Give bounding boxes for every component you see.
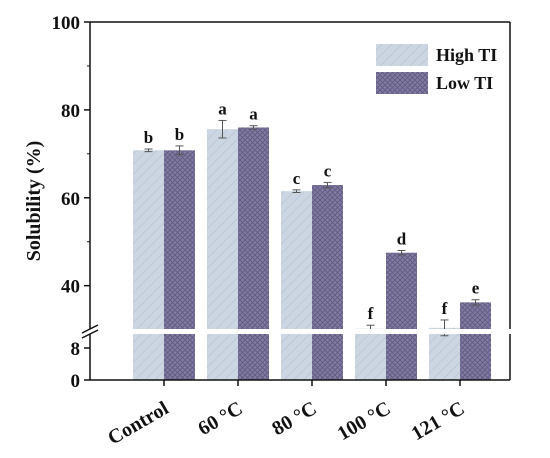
significance-letter: b <box>175 125 184 144</box>
bar-high-ti-0 <box>133 150 164 380</box>
significance-letter: f <box>368 304 374 323</box>
significance-letter: c <box>293 169 301 188</box>
y-tick-label: 0 <box>71 371 81 392</box>
axis-break-mark-bottom <box>81 329 99 339</box>
y-tick-label: 60 <box>61 189 80 210</box>
bar-low-ti-0 <box>164 150 195 380</box>
x-category-label: 121 °C <box>408 397 469 445</box>
y-tick-label: 100 <box>52 13 81 34</box>
bar-high-ti-4 <box>429 327 460 380</box>
significance-letter: e <box>472 279 480 298</box>
bar-low-ti-1 <box>238 127 269 381</box>
significance-letter: c <box>324 161 332 180</box>
legend: High TI Low TI <box>376 44 497 94</box>
axis-break-mark-top <box>81 324 99 334</box>
significance-letter: b <box>144 128 153 147</box>
y-tick-label: 40 <box>61 277 80 298</box>
legend-swatch-low-ti <box>376 72 428 94</box>
x-category-label: 100 °C <box>334 397 395 445</box>
x-category-label: 60 °C <box>194 397 246 440</box>
legend-swatch-high-ti <box>376 44 428 66</box>
bar-high-ti-2 <box>281 191 312 380</box>
legend-label: Low TI <box>436 73 493 93</box>
x-category-label: 80 °C <box>268 397 320 440</box>
significance-letter: f <box>442 299 448 318</box>
significance-letter: a <box>218 99 227 118</box>
bar-high-ti-1 <box>207 129 238 380</box>
axis-break-band <box>91 329 509 334</box>
significance-letter: a <box>249 105 258 124</box>
y-tick-label: 8 <box>71 339 81 360</box>
bar-low-ti-3 <box>386 252 417 380</box>
bar-high-ti-3 <box>355 328 386 380</box>
y-axis-title: Solubility (%) <box>23 141 45 262</box>
y-tick-label: 80 <box>61 101 80 122</box>
legend-label: High TI <box>436 45 497 65</box>
bar-low-ti-2 <box>312 185 343 380</box>
significance-letter: d <box>397 230 407 249</box>
x-category-label: Control <box>104 397 173 449</box>
bar-low-ti-4 <box>460 302 491 380</box>
